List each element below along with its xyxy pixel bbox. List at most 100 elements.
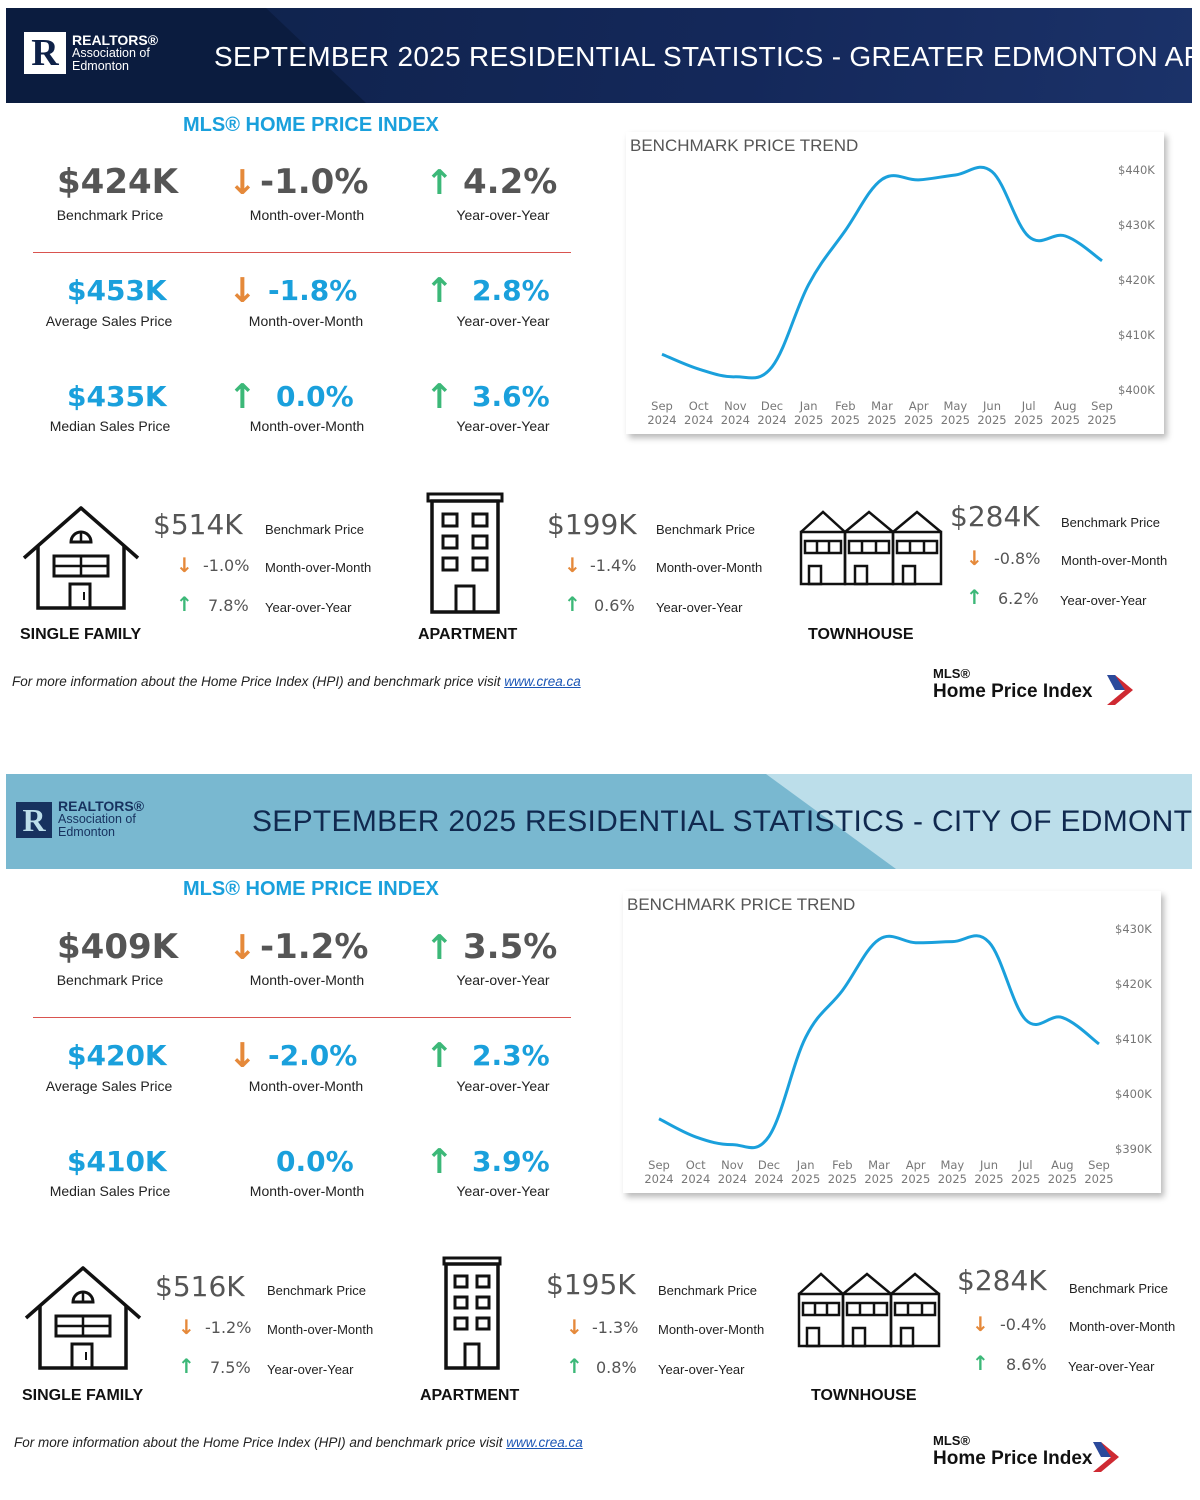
divider bbox=[33, 252, 571, 253]
property-type-name: TOWNHOUSE bbox=[808, 626, 914, 643]
average-sales-price-row: $453K Average Sales Price ↓ -1.8% Month-… bbox=[0, 274, 600, 344]
chart-svg: $400K$410K$420K$430K$440KSep2024Oct2024N… bbox=[647, 163, 1155, 427]
x-tick-label: Jul bbox=[1018, 1158, 1033, 1172]
hpi-heading: MLS® HOME PRICE INDEX bbox=[183, 878, 439, 900]
yoy-value: 3.5% bbox=[463, 927, 558, 967]
x-tick-label: Apr bbox=[906, 1158, 926, 1172]
yoy-label: Year-over-Year bbox=[656, 600, 743, 615]
yoy-value: 3.9% bbox=[472, 1145, 550, 1178]
x-tick-year-label: 2025 bbox=[1048, 1172, 1077, 1186]
property-type-name: SINGLE FAMILY bbox=[20, 626, 142, 643]
y-tick-label: $420K bbox=[1115, 977, 1152, 991]
up-arrow-icon: ↑ bbox=[425, 377, 454, 417]
up-arrow-icon: ↑ bbox=[425, 163, 454, 203]
down-arrow-icon: ↓ bbox=[972, 1312, 989, 1336]
apartment-card: APARTMENT $195K Benchmark Price ↓ -1.3% … bbox=[400, 1250, 800, 1430]
up-arrow-icon: ↑ bbox=[564, 592, 581, 616]
x-tick-year-label: 2025 bbox=[1014, 413, 1043, 427]
x-tick-year-label: 2024 bbox=[684, 413, 713, 427]
median-sales-price-row: $410K Median Sales Price 0.0% Month-over… bbox=[0, 1145, 600, 1215]
stat-label: Benchmark Price bbox=[56, 972, 164, 988]
x-tick-year-label: 2024 bbox=[647, 413, 676, 427]
logo-line-2: Association of bbox=[58, 812, 136, 826]
chart-title: BENCHMARK PRICE TREND bbox=[630, 136, 859, 155]
price-label: Benchmark Price bbox=[656, 522, 755, 537]
mom-value: -1.4% bbox=[590, 556, 637, 575]
mom-label: Month-over-Month bbox=[249, 418, 365, 434]
yoy-value: 4.2% bbox=[463, 162, 558, 202]
mom-value: -0.4% bbox=[1000, 1315, 1047, 1334]
footnote: For more information about the Home Pric… bbox=[12, 674, 581, 689]
mom-value: -1.0% bbox=[203, 556, 250, 575]
hpi-heading: MLS® HOME PRICE INDEX bbox=[183, 114, 439, 136]
mom-label: Month-over-Month bbox=[248, 1078, 364, 1094]
x-tick-label: Mar bbox=[868, 1158, 890, 1172]
yoy-label: Year-over-Year bbox=[456, 1078, 550, 1094]
yoy-value: 0.6% bbox=[594, 596, 635, 615]
down-arrow-icon: ↓ bbox=[564, 553, 581, 577]
benchmark-price-trend-chart: BENCHMARK PRICE TREND $390K $400K $410K $42… bbox=[623, 891, 1161, 1193]
yoy-value: 2.8% bbox=[472, 274, 550, 307]
logo-line-3: Edmonton bbox=[58, 825, 115, 839]
x-tick-label: Nov bbox=[721, 1158, 744, 1172]
crea-link[interactable]: www.crea.ca bbox=[504, 674, 581, 689]
property-price: $199K bbox=[547, 508, 637, 541]
mom-value: -1.2% bbox=[205, 1318, 252, 1337]
logo-line-1: REALTORS® bbox=[72, 31, 159, 48]
x-tick-year-label: 2025 bbox=[831, 413, 860, 427]
x-tick-label: Sep bbox=[651, 399, 673, 413]
up-arrow-icon: ↑ bbox=[566, 1354, 583, 1378]
x-tick-year-label: 2025 bbox=[941, 413, 970, 427]
benchmark-price-row: $409K Benchmark Price ↓ -1.2% Month-over… bbox=[0, 927, 600, 997]
apartment-building-icon bbox=[426, 492, 504, 614]
banner-title: SEPTEMBER 2025 RESIDENTIAL STATISTICS - … bbox=[252, 805, 1192, 838]
yoy-label: Year-over-Year bbox=[267, 1362, 354, 1377]
yoy-label: Year-over-Year bbox=[1068, 1359, 1155, 1374]
stat-value: $435K bbox=[67, 380, 167, 413]
mom-value: -1.3% bbox=[592, 1318, 639, 1337]
mls-hpi-logo: MLS® Home Price Index bbox=[933, 666, 1133, 705]
up-arrow-icon: ↑ bbox=[228, 377, 257, 417]
price-label: Benchmark Price bbox=[658, 1283, 757, 1298]
x-tick-year-label: 2025 bbox=[904, 413, 933, 427]
down-arrow-icon: ↓ bbox=[178, 1315, 195, 1339]
up-arrow-icon: ↑ bbox=[425, 1142, 454, 1182]
mom-value: -0.8% bbox=[994, 549, 1041, 568]
y-tick-label: $400K bbox=[1115, 1087, 1152, 1101]
y-tick-label: $390K bbox=[1115, 1142, 1152, 1156]
stat-value: $424K bbox=[57, 162, 178, 202]
price-label: Benchmark Price bbox=[267, 1283, 366, 1298]
yoy-label: Year-over-Year bbox=[456, 418, 550, 434]
x-tick-label: Sep bbox=[1091, 399, 1113, 413]
down-arrow-icon: ↓ bbox=[228, 271, 257, 311]
y-tick-label: $410K bbox=[1115, 1032, 1152, 1046]
townhouse-icon bbox=[799, 510, 943, 586]
x-tick-year-label: 2024 bbox=[757, 413, 786, 427]
crea-link[interactable]: www.crea.ca bbox=[506, 1435, 583, 1450]
x-tick-year-label: 2024 bbox=[644, 1172, 673, 1186]
chart-title: BENCHMARK PRICE TREND bbox=[627, 895, 856, 914]
townhouse-card: TOWNHOUSE $284K Benchmark Price ↓ -0.8% … bbox=[790, 480, 1190, 660]
price-label: Benchmark Price bbox=[1069, 1281, 1168, 1296]
price-label: Benchmark Price bbox=[1061, 515, 1160, 530]
x-tick-label: Dec bbox=[761, 399, 783, 413]
y-tick-label: $430K bbox=[1118, 218, 1155, 232]
yoy-label: Year-over-Year bbox=[1060, 593, 1147, 608]
property-price: $514K bbox=[153, 508, 243, 541]
y-tick-label: $430K bbox=[1115, 922, 1152, 936]
x-tick-label: Jun bbox=[979, 1158, 998, 1172]
y-tick-label: $420K bbox=[1118, 273, 1155, 287]
stat-label: Average Sales Price bbox=[45, 313, 173, 329]
yoy-value: 7.5% bbox=[210, 1358, 251, 1377]
yoy-value: 7.8% bbox=[208, 596, 249, 615]
apartment-card: APARTMENT $199K Benchmark Price ↓ -1.4% … bbox=[400, 480, 800, 660]
logo-line-3: Edmonton bbox=[72, 58, 129, 73]
property-type-name: APARTMENT bbox=[420, 1387, 520, 1404]
mom-label: Month-over-Month bbox=[249, 1183, 365, 1199]
banner-title: SEPTEMBER 2025 RESIDENTIAL STATISTICS - … bbox=[214, 41, 1192, 72]
up-arrow-icon: ↑ bbox=[178, 1354, 195, 1378]
down-arrow-icon: ↓ bbox=[966, 546, 983, 570]
chart-svg: $390K$400K$410K$420K$430KSep2024Oct2024N… bbox=[644, 922, 1152, 1186]
x-tick-year-label: 2025 bbox=[828, 1172, 857, 1186]
x-tick-year-label: 2025 bbox=[794, 413, 823, 427]
